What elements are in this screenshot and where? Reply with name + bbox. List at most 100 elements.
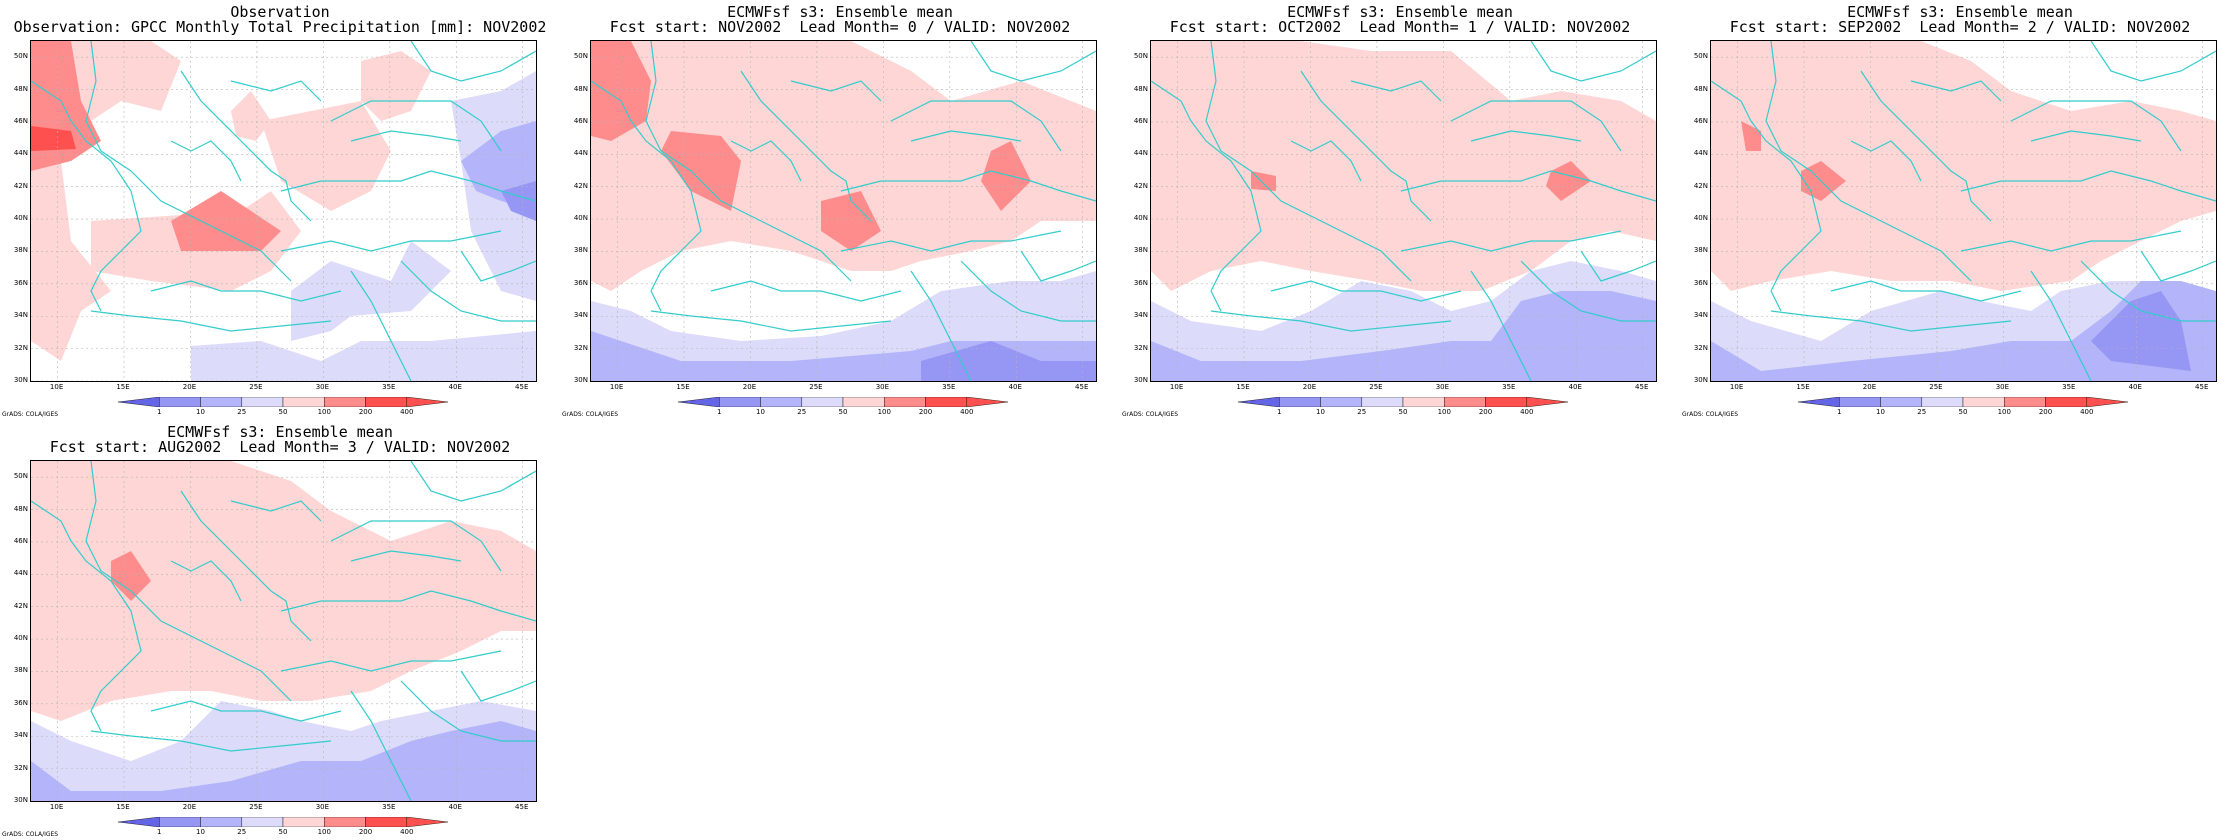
colorbar-tick-label: 1 (1837, 408, 1842, 416)
graticule (31, 41, 536, 381)
colorbar-segment (241, 817, 284, 827)
longitude-label: 20E (1862, 383, 1877, 391)
coastline (410, 461, 536, 502)
precip-map (591, 41, 1096, 381)
coastline (150, 280, 342, 302)
colorbar-segment (678, 397, 720, 407)
colorbar-segment (241, 397, 284, 407)
latitude-label: 36N (13, 278, 28, 287)
panel-subtitle: Fcst start: AUG2002 Lead Month= 3 / VALI… (49, 438, 511, 456)
coastline (90, 310, 332, 332)
longitude-label: 45E (2195, 383, 2209, 391)
map-panel-lead2: ECMWFsf s3: Ensemble mean Fcst start: SE… (1680, 0, 2240, 420)
longitude-label: 25E (1369, 383, 1383, 391)
longitude-label: 20E (742, 383, 757, 391)
latitude-label: 46N (1693, 116, 1708, 125)
latitude-label: 34N (573, 311, 588, 320)
longitude-label: 25E (1929, 383, 1943, 391)
colorbar-segment (966, 397, 1008, 407)
precip-region (1711, 281, 2216, 381)
latitude-label: 50N (13, 472, 28, 481)
coastline (410, 41, 536, 82)
coastline (1910, 80, 2002, 102)
panel-subtitle: Fcst start: SEP2002 Lead Month= 2 / VALI… (1729, 18, 2191, 36)
precip-region (31, 461, 536, 721)
colorbar-tick-label: 25 (797, 408, 807, 416)
latitude-label: 42N (1133, 181, 1148, 190)
colorbar-tick-label: 10 (196, 828, 205, 836)
precip-region (2091, 291, 2191, 371)
colorbar-segment (719, 397, 761, 407)
colorbar-segment (1839, 397, 1881, 407)
latitude-label: 42N (13, 601, 28, 610)
longitude-label: 15E (116, 383, 130, 391)
map-area (1150, 40, 1657, 382)
precip-region (1151, 291, 1656, 381)
colorbar-segment (159, 397, 201, 407)
grads-credit: GrADS: COLA/IGES (1122, 411, 1179, 418)
precip-region (171, 191, 281, 251)
coastline (170, 140, 242, 182)
latitude-label: 44N (1693, 149, 1708, 158)
panel-title: Observation (230, 3, 330, 21)
longitude-label: 25E (249, 803, 263, 811)
map-panel-observation: Observation Observation: GPCC Monthly To… (0, 0, 560, 420)
colorbar-segment (282, 817, 325, 827)
colorbar-segment (1485, 397, 1527, 407)
colorbar-tick-label: 100 (317, 828, 331, 836)
longitude-label: 30E (1435, 383, 1450, 391)
precip-region (1251, 171, 1276, 191)
longitude-label: 25E (809, 383, 823, 391)
coastline (1770, 310, 2012, 332)
coastline (790, 80, 882, 102)
colorbar-tick-label: 50 (1958, 408, 1968, 416)
longitude-label: 35E (382, 383, 396, 391)
precip-region (31, 721, 536, 801)
coastline (350, 550, 462, 562)
colorbar-segment (365, 817, 407, 827)
latitude-label: 36N (13, 698, 28, 707)
latitude-label: 30N (13, 796, 28, 804)
colorbar-segment (406, 397, 448, 407)
colorbar-segment (1279, 397, 1321, 407)
latitude-label: 44N (13, 569, 28, 578)
precip-region (921, 341, 1096, 381)
coastline (1830, 280, 2022, 302)
colorbar-tick-label: 10 (756, 408, 765, 416)
colorbar-tick-label: 100 (1437, 408, 1451, 416)
latitude-label: 42N (573, 181, 588, 190)
coastline (460, 250, 536, 282)
longitude-label: 30E (315, 803, 330, 811)
coastline (1450, 100, 1622, 152)
coastline (890, 100, 1062, 152)
coastlines (31, 41, 536, 381)
grads-credit: GrADS: COLA/IGES (2, 831, 59, 838)
colorbar-tick-label: 50 (278, 408, 288, 416)
coastline (1290, 140, 1362, 182)
longitude-label: 35E (942, 383, 956, 391)
colorbar-tick-label: 400 (2080, 408, 2094, 416)
colorbar-tick-label: 1 (1277, 408, 1282, 416)
latitude-label: 48N (13, 504, 28, 513)
latitude-label: 50N (573, 52, 588, 61)
colorbar-segment (1880, 397, 1923, 407)
precip-region (361, 51, 431, 121)
latitude-label: 36N (1133, 278, 1148, 287)
coastline (280, 590, 536, 622)
coastlines (1711, 41, 2216, 381)
colorbar-tick-label: 400 (400, 408, 414, 416)
longitude-label: 30E (1995, 383, 2010, 391)
coastline (1960, 230, 2182, 252)
coastline (460, 670, 536, 702)
latitude-label: 32N (573, 343, 588, 352)
map-area (30, 460, 537, 802)
longitude-label: 10E (49, 803, 64, 811)
colorbar-tick-label: 200 (918, 408, 933, 416)
colorbar (1798, 397, 2128, 407)
colorbar-segment (760, 397, 803, 407)
longitude-label: 30E (315, 383, 330, 391)
coastline (150, 700, 342, 722)
coastline (85, 41, 292, 282)
longitude-label: 20E (182, 383, 197, 391)
latitude-label: 48N (573, 84, 588, 93)
